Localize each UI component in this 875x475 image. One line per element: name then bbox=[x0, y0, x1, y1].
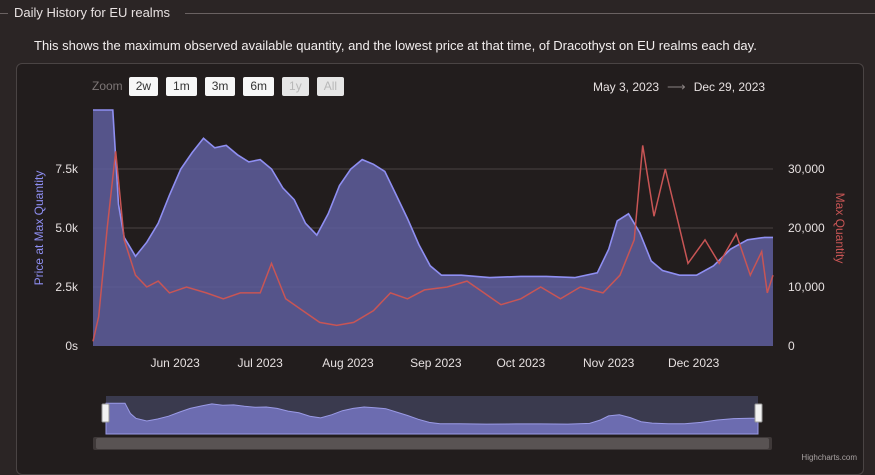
navigator-series bbox=[105, 402, 759, 435]
credits-link[interactable]: Highcharts.com bbox=[801, 453, 857, 462]
axis-layer: 0s 2.5k 5.0k 7.5k 0 10,000 20,000 30,000 Price a… bbox=[32, 162, 847, 370]
date-range-display: May 3, 2023 ⟶ Dec 29, 2023 bbox=[593, 79, 765, 95]
section-rule-left bbox=[0, 13, 8, 14]
range-button-2w[interactable]: 2w bbox=[128, 76, 159, 96]
y-right-tick-label: 0 bbox=[788, 339, 795, 353]
section-rule-right bbox=[185, 13, 875, 14]
y-left-tick-label: 0s bbox=[65, 339, 78, 353]
navigator-handle-left bbox=[101, 403, 110, 423]
series-layer bbox=[92, 109, 774, 346]
chart-description: This shows the maximum observed availabl… bbox=[34, 38, 757, 53]
y-right-tick-label: 20,000 bbox=[788, 221, 825, 235]
x-tick-label: Jul 2023 bbox=[237, 356, 283, 370]
range-selector: Zoom 2w 1m 3m 6m 1y All bbox=[92, 76, 352, 96]
quantity-line bbox=[92, 145, 774, 342]
date-from[interactable]: May 3, 2023 bbox=[593, 80, 660, 94]
range-button-all[interactable]: All bbox=[316, 76, 345, 96]
y-left-tick-label: 2.5k bbox=[55, 280, 79, 294]
x-tick-label: Sep 2023 bbox=[410, 356, 462, 370]
range-button-6m[interactable]: 6m bbox=[243, 76, 275, 96]
scrollbar-thumb bbox=[96, 438, 769, 449]
y-right-tick-label: 30,000 bbox=[788, 162, 825, 176]
navigator[interactable] bbox=[93, 396, 772, 450]
navigator-handle-right bbox=[754, 403, 763, 423]
x-tick-label: Oct 2023 bbox=[496, 356, 545, 370]
y-right-tick-label: 10,000 bbox=[788, 280, 825, 294]
section-title: Daily History for EU realms bbox=[14, 5, 171, 20]
x-tick-label: Nov 2023 bbox=[583, 356, 635, 370]
y-right-axis-title: Max Quantity bbox=[833, 193, 847, 264]
x-tick-label: Aug 2023 bbox=[322, 356, 374, 370]
range-button-3m[interactable]: 3m bbox=[204, 76, 236, 96]
y-left-tick-label: 5.0k bbox=[55, 221, 79, 235]
zoom-label: Zoom bbox=[92, 79, 123, 93]
range-button-1y[interactable]: 1y bbox=[282, 76, 309, 96]
y-left-tick-label: 7.5k bbox=[55, 162, 79, 176]
x-tick-label: Dec 2023 bbox=[668, 356, 720, 370]
range-button-1m[interactable]: 1m bbox=[166, 76, 197, 96]
date-range-arrow: ⟶ bbox=[667, 79, 686, 94]
y-left-axis-title: Price at Max Quantity bbox=[32, 171, 46, 286]
date-to[interactable]: Dec 29, 2023 bbox=[693, 80, 766, 94]
price-line bbox=[93, 109, 773, 279]
x-tick-label: Jun 2023 bbox=[150, 356, 200, 370]
